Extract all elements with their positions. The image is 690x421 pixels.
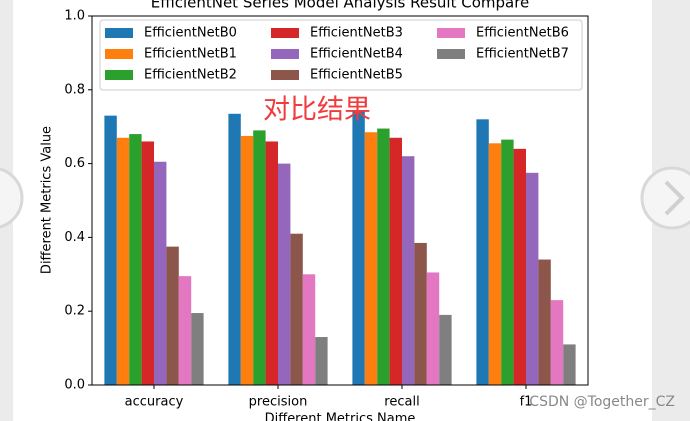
- chart-title: EfficientNet Series Model Analysis Resul…: [151, 0, 530, 12]
- y-tick-label: 0.4: [64, 230, 85, 245]
- bar: [550, 300, 564, 385]
- bar: [166, 246, 179, 385]
- legend-swatch: [105, 28, 133, 38]
- bar: [402, 156, 415, 385]
- legend-swatch: [105, 49, 133, 59]
- bar: [290, 233, 303, 385]
- prev-button[interactable]: [0, 167, 24, 229]
- bar: [426, 272, 440, 385]
- bar: [389, 137, 402, 385]
- legend-swatch: [271, 49, 299, 59]
- bar: [538, 259, 551, 385]
- x-axis-label: Different Metrics Name: [265, 412, 416, 421]
- legend-swatch: [437, 28, 465, 38]
- bar: [265, 141, 278, 385]
- bar: [141, 141, 154, 385]
- bar: [178, 276, 192, 385]
- legend-label: EfficientNetB0: [144, 26, 237, 41]
- bar: [154, 161, 167, 385]
- legend-swatch: [105, 70, 133, 80]
- bar: [501, 139, 514, 385]
- x-tick-label: accuracy: [125, 395, 184, 410]
- y-tick-label: 0.6: [64, 156, 85, 171]
- legend-label: EfficientNetB4: [310, 47, 403, 62]
- legend-label: EfficientNetB7: [476, 47, 569, 62]
- legend-label: EfficientNetB6: [476, 26, 569, 41]
- y-tick-label: 1.0: [64, 9, 85, 24]
- bar: [191, 313, 204, 385]
- bar: [414, 242, 427, 385]
- x-tick-label: recall: [384, 395, 419, 410]
- legend-label: EfficientNetB1: [144, 47, 237, 62]
- bar: [488, 143, 502, 385]
- annotation: 对比结果: [263, 95, 371, 126]
- bar: [315, 337, 328, 385]
- bar: [116, 137, 130, 385]
- bar: [253, 130, 266, 385]
- bar: [302, 274, 316, 385]
- bar: [104, 115, 117, 385]
- bar: [476, 119, 489, 385]
- watermark: CSDN @Together_CZ: [529, 394, 675, 410]
- bar: [526, 172, 539, 385]
- y-tick-label: 0.8: [64, 82, 85, 97]
- axes-frame: [91, 15, 589, 386]
- next-arrow: [664, 180, 685, 216]
- legend-swatch: [271, 70, 299, 80]
- bar: [563, 344, 576, 385]
- plot: 0.0 0.2 0.4 0.6 0.8 1.0 accuracy precision recal…: [64, 9, 576, 410]
- legend-swatch: [437, 49, 465, 59]
- bar: [278, 163, 291, 385]
- bar: [228, 113, 241, 385]
- bar: [352, 110, 365, 385]
- y-tick-label: 0.2: [64, 304, 85, 319]
- bar: [240, 135, 254, 385]
- bar: [364, 132, 378, 385]
- bar: [377, 128, 390, 386]
- y-axis-label: Different Metrics Value: [40, 126, 55, 274]
- next-button[interactable]: [640, 166, 690, 230]
- bar: [513, 148, 526, 385]
- bar: [439, 314, 452, 385]
- bar: [129, 134, 142, 385]
- y-tick-label: 0.0: [64, 378, 85, 393]
- x-tick-label: precision: [249, 395, 308, 410]
- x-tick-label: f1: [520, 395, 533, 410]
- legend-label: EfficientNetB2: [144, 68, 237, 83]
- legend-label: EfficientNetB3: [310, 26, 403, 41]
- legend-label: EfficientNetB5: [310, 68, 403, 83]
- legend: EfficientNetB0 EfficientNetB1 EfficientNet…: [99, 19, 583, 91]
- legend-swatch: [271, 28, 299, 38]
